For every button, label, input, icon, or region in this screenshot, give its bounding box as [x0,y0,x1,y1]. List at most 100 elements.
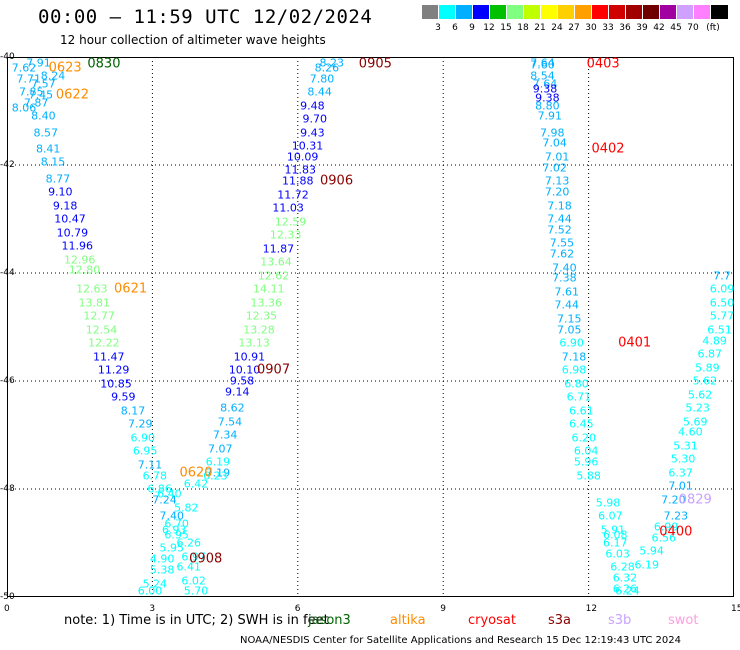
wave-height-value: 7.04 [542,136,567,150]
wave-height-value: 6.95 [164,528,189,542]
wave-height-value: 5.88 [576,469,601,482]
wave-height-value: 9.58 [229,374,255,388]
wave-height-value: 7.34 [212,428,238,442]
wave-height-value: 5.62 [692,374,718,388]
wave-height-value: 10.10 [228,363,261,377]
wave-height-value: 7.45 [28,88,54,102]
color-scale-label: 27 [568,23,580,33]
wave-height-value: 7.15 [556,312,582,326]
wave-height-value: 13.36 [250,296,283,310]
wave-height-value: 10.79 [56,226,89,239]
color-swatch [540,5,558,19]
wave-height-value: 5.31 [673,439,698,453]
wave-height-value: 6.95 [132,444,158,458]
page-subtitle: 12 hour collection of altimeter wave hei… [60,33,326,47]
wave-height-value: 5.69 [682,415,708,428]
wave-height-value: 8.62 [220,401,245,415]
x-axis-tick-label: 9 [440,604,446,614]
satellite-jason3: jason3 [308,613,351,628]
wave-height-value: 14.11 [252,282,285,296]
color-scale-label: (ft) [706,23,720,33]
wave-height-value: 7.01 [544,150,570,164]
color-swatch [659,5,677,19]
wave-height-value: 11.87 [262,242,295,256]
wave-height-value: 12.33 [269,228,302,242]
pass-time-label: 0620 [179,465,213,481]
wave-height-value: 5.38 [149,563,175,577]
wave-height-value: 8.17 [120,404,146,418]
wave-height-value: 10.47 [54,212,86,226]
wave-height-value: 7.05 [556,323,582,337]
wave-height-value: 8.54 [530,69,555,83]
wave-height-value: 7.55 [549,236,575,250]
credit-line: NOAA/NESDIS Center for Satellite Applica… [240,635,682,646]
pass-time-label: 0905 [358,56,392,72]
wave-height-value: 6.61 [569,404,594,418]
wave-height-value: 8.77 [45,172,71,185]
wave-height-value: 6.09 [709,282,735,296]
wave-height-value: 5.89 [695,361,720,374]
wave-height-value: 6.04 [573,444,599,458]
wave-height-value: 13.28 [243,323,275,337]
color-scale-label: 3 [435,23,441,33]
wave-height-value: 6.00 [137,584,163,598]
wave-height-value: 5.62 [687,388,713,401]
wave-height-value: 12.59 [274,215,307,229]
wave-height-value: 13.64 [260,255,292,269]
wave-height-value: 8.57 [33,126,59,140]
wave-height-value: 6.19 [634,558,660,572]
wave-height-value: 10.31 [291,139,324,153]
wave-height-value: 7.20 [544,185,570,199]
wave-height-value: 12.80 [68,263,101,277]
color-scale-label: 9 [469,23,475,33]
wave-height-value: 9.38 [535,91,560,104]
wave-height-value: 7.19 [205,466,231,480]
wave-height-value: 6.07 [598,509,623,523]
color-swatch [625,5,643,19]
color-swatch [591,5,609,19]
wave-height-value: 11.29 [97,363,130,377]
footnote: note: 1) Time is in UTC; 2) SWH is in fe… [64,613,329,628]
wave-height-value: 6.98 [561,363,587,377]
color-swatch [455,5,473,19]
wave-height-value: 6.20 [571,431,597,445]
wave-height-value: 5.95 [159,541,185,555]
page-title: 00:00 – 11:59 UTC 12/02/2024 [38,6,373,28]
wave-height-value: 6.87 [697,347,723,361]
wave-height-value: 11.72 [277,188,309,202]
pass-time-label: 0906 [320,173,354,189]
wave-height-value: 6.26 [612,582,638,596]
wave-height-value: 12.62 [257,269,290,283]
pass-time-label: 0400 [659,524,693,540]
wave-height-value: 6.86 [147,482,172,496]
wave-height-value: 6.23 [203,469,228,482]
wave-height-value: 9.59 [111,390,136,404]
wave-height-value: 12.63 [76,282,108,296]
x-axis-tick-label: 12 [585,604,598,614]
wave-height-map: 7.91 7.62 8.24 7.71 7.57 7.85 7.45 7.87 8.06 8.40… [7,57,734,597]
color-swatch [608,5,626,19]
wave-height-value: 5.70 [183,584,209,598]
wave-height-value: 6.41 [176,560,202,574]
color-swatch [710,5,728,19]
wave-height-value: 5.94 [639,544,664,558]
wave-height-value: 9.48 [300,99,325,113]
color-scale-label: 33 [602,23,614,33]
wave-height-value: 7.54 [217,415,243,428]
wave-height-value: 7.80 [309,72,335,86]
wave-height-value: 7.40 [552,261,577,275]
satellite-swot: swot [668,613,699,628]
color-scale-label: 36 [619,23,631,33]
color-scale-label: 39 [636,23,648,33]
wave-height-value: 6.90 [130,431,155,445]
wave-height-value: 7.57 [31,77,56,91]
wave-height-value: 6.32 [612,571,638,585]
satellite-s3a: s3a [548,613,572,628]
wave-height-value: 7.44 [547,212,572,226]
wave-height-value: 7.44 [554,298,580,312]
wave-height-value: 4.90 [149,552,175,566]
wave-height-value: 9.14 [224,385,250,399]
wave-height-value: 8.80 [535,99,560,113]
wave-height-value: 7.38 [552,271,577,285]
